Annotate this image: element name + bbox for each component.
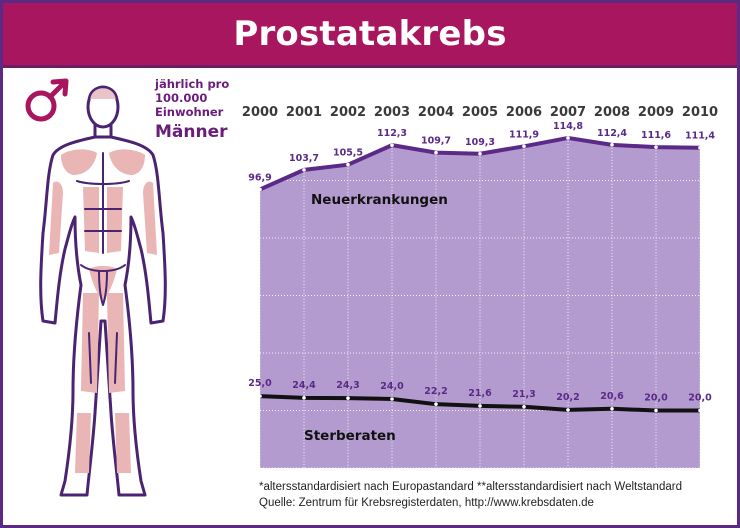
- data-label-neuerkrankungen: 111,9: [509, 129, 539, 140]
- x-tick-label: 2006: [506, 105, 542, 120]
- data-point-sterberaten: [654, 408, 658, 413]
- data-label-neuerkrankungen: 112,3: [377, 128, 407, 139]
- data-label-sterberaten: 20,0: [688, 393, 712, 404]
- area-neuerkrankungen: [260, 137, 700, 468]
- data-label-sterberaten: 24,3: [336, 380, 359, 391]
- data-label-neuerkrankungen: 109,7: [421, 136, 451, 147]
- data-point-neuerkrankungen: [478, 151, 482, 156]
- data-label-neuerkrankungen: 109,3: [465, 137, 495, 148]
- data-point-neuerkrankungen: [698, 145, 702, 150]
- data-point-neuerkrankungen: [258, 187, 262, 192]
- data-point-neuerkrankungen: [654, 145, 658, 149]
- data-label-neuerkrankungen: 96,9: [248, 172, 271, 183]
- data-label-neuerkrankungen: 111,6: [641, 130, 671, 141]
- data-point-sterberaten: [610, 406, 614, 411]
- data-point-sterberaten: [434, 402, 438, 406]
- footnote-standards: *altersstandardisiert nach Europastandar…: [259, 481, 682, 493]
- data-label-sterberaten: 24,0: [380, 381, 404, 392]
- data-label-neuerkrankungen: 114,8: [553, 121, 583, 132]
- data-point-neuerkrankungen: [522, 144, 526, 149]
- x-tick-label: 2008: [594, 105, 630, 120]
- data-point-neuerkrankungen: [390, 143, 394, 147]
- data-point-neuerkrankungen: [434, 150, 438, 155]
- data-point-neuerkrankungen: [610, 143, 614, 147]
- x-tick-label: 2007: [550, 105, 586, 120]
- legend-line-1: jährlich pro: [155, 77, 230, 91]
- data-label-sterberaten: 22,2: [424, 386, 447, 397]
- x-tick-label: 2010: [682, 105, 718, 120]
- data-point-sterberaten: [302, 396, 306, 400]
- footnote-source: Quelle: Zentrum für Krebsregisterdaten, …: [259, 497, 594, 509]
- data-label-neuerkrankungen: 105,5: [333, 148, 363, 159]
- data-point-sterberaten: [698, 408, 702, 413]
- x-tick-label: 2004: [418, 105, 454, 120]
- plot-area: 2000 2001 2002 2003 2004 2005 2006 2007 2008 2009…: [242, 105, 729, 469]
- data-point-sterberaten: [522, 404, 526, 409]
- data-label-sterberaten: 20,2: [556, 392, 579, 403]
- page-title: Prostatakrebs: [233, 14, 507, 54]
- data-point-sterberaten: [258, 394, 262, 398]
- data-point-neuerkrankungen: [566, 136, 570, 140]
- x-tick-label: 2002: [330, 105, 366, 120]
- legend-line-2: 100.000: [155, 91, 208, 105]
- x-tick-label: 2003: [374, 105, 410, 120]
- data-label-sterberaten: 20,0: [644, 393, 668, 404]
- x-tick-label: 2005: [462, 105, 498, 120]
- data-point-sterberaten: [478, 404, 482, 408]
- data-label-neuerkrankungen: 112,4: [597, 128, 627, 139]
- data-label-sterberaten: 25,0: [248, 378, 272, 389]
- data-point-sterberaten: [346, 396, 350, 400]
- legend-line-3: Einwohner: [155, 105, 224, 119]
- male-figure-illustration: [39, 85, 167, 497]
- legend-group: Männer: [155, 122, 228, 142]
- male-symbol-icon: [25, 78, 69, 122]
- data-label-neuerkrankungen: 111,4: [685, 131, 715, 142]
- data-label-sterberaten: 21,3: [512, 389, 535, 400]
- data-point-sterberaten: [566, 408, 570, 412]
- data-label-sterberaten: 24,4: [292, 380, 316, 391]
- series-name-neuerkrankungen: Neuerkrankungen: [311, 192, 448, 208]
- data-label-neuerkrankungen: 103,7: [289, 153, 319, 164]
- data-point-sterberaten: [390, 397, 394, 401]
- data-point-neuerkrankungen: [346, 162, 350, 167]
- data-label-sterberaten: 21,6: [468, 388, 492, 399]
- x-tick-label: 2009: [638, 105, 674, 120]
- data-point-neuerkrankungen: [302, 168, 306, 172]
- x-tick-label: 2000: [242, 105, 278, 120]
- data-label-sterberaten: 20,6: [600, 391, 624, 402]
- x-tick-label: 2001: [286, 105, 322, 120]
- series-name-sterberaten: Sterberaten: [304, 428, 396, 444]
- chart-canvas: 2000 2001 2002 2003 2004 2005 2006 2007 2008 2009…: [25, 78, 729, 497]
- title-banner: Prostatakrebs: [3, 3, 737, 68]
